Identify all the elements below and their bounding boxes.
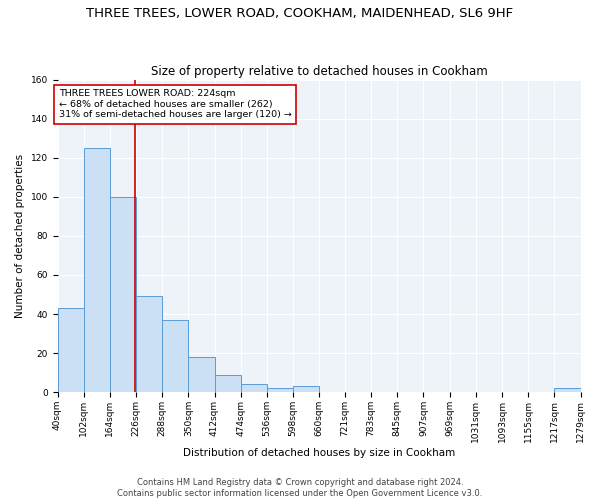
- Text: THREE TREES LOWER ROAD: 224sqm
← 68% of detached houses are smaller (262)
31% of: THREE TREES LOWER ROAD: 224sqm ← 68% of …: [59, 90, 292, 119]
- Bar: [136, 296, 162, 392]
- Title: Size of property relative to detached houses in Cookham: Size of property relative to detached ho…: [151, 66, 487, 78]
- Bar: [188, 357, 215, 392]
- Text: THREE TREES, LOWER ROAD, COOKHAM, MAIDENHEAD, SL6 9HF: THREE TREES, LOWER ROAD, COOKHAM, MAIDEN…: [86, 8, 514, 20]
- Bar: [58, 308, 83, 392]
- Bar: [554, 388, 581, 392]
- Bar: [110, 197, 136, 392]
- Bar: [162, 320, 188, 392]
- Bar: [83, 148, 110, 392]
- Bar: [267, 388, 293, 392]
- Bar: [241, 384, 267, 392]
- Text: Contains HM Land Registry data © Crown copyright and database right 2024.
Contai: Contains HM Land Registry data © Crown c…: [118, 478, 482, 498]
- Y-axis label: Number of detached properties: Number of detached properties: [15, 154, 25, 318]
- Bar: [215, 374, 241, 392]
- Bar: [293, 386, 319, 392]
- X-axis label: Distribution of detached houses by size in Cookham: Distribution of detached houses by size …: [183, 448, 455, 458]
